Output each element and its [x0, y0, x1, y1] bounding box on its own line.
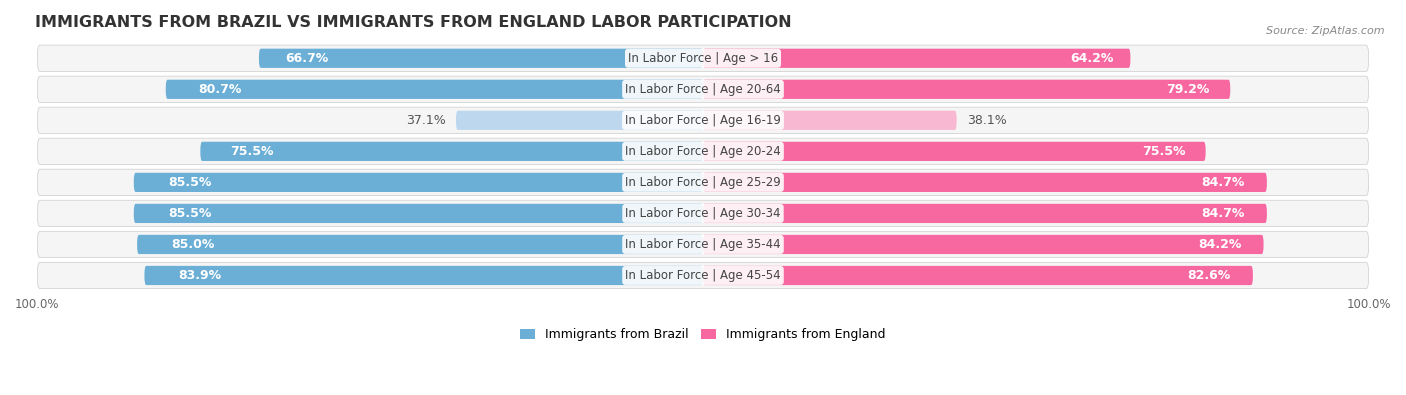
- Text: In Labor Force | Age 45-54: In Labor Force | Age 45-54: [626, 269, 780, 282]
- FancyBboxPatch shape: [166, 80, 703, 99]
- Text: 85.5%: 85.5%: [167, 207, 211, 220]
- FancyBboxPatch shape: [145, 266, 703, 285]
- Legend: Immigrants from Brazil, Immigrants from England: Immigrants from Brazil, Immigrants from …: [515, 323, 891, 346]
- Text: In Labor Force | Age 30-34: In Labor Force | Age 30-34: [626, 207, 780, 220]
- FancyBboxPatch shape: [37, 107, 1369, 134]
- FancyBboxPatch shape: [37, 76, 1369, 102]
- Text: IMMIGRANTS FROM BRAZIL VS IMMIGRANTS FROM ENGLAND LABOR PARTICIPATION: IMMIGRANTS FROM BRAZIL VS IMMIGRANTS FRO…: [35, 15, 792, 30]
- Text: 79.2%: 79.2%: [1166, 83, 1209, 96]
- FancyBboxPatch shape: [703, 142, 1205, 161]
- FancyBboxPatch shape: [703, 204, 1267, 223]
- Text: 84.2%: 84.2%: [1198, 238, 1241, 251]
- FancyBboxPatch shape: [138, 235, 703, 254]
- FancyBboxPatch shape: [37, 262, 1369, 289]
- FancyBboxPatch shape: [201, 142, 703, 161]
- Text: 84.7%: 84.7%: [1201, 207, 1244, 220]
- Text: In Labor Force | Age 20-24: In Labor Force | Age 20-24: [626, 145, 780, 158]
- FancyBboxPatch shape: [259, 49, 703, 68]
- Text: 66.7%: 66.7%: [285, 52, 329, 65]
- FancyBboxPatch shape: [134, 204, 703, 223]
- Text: 80.7%: 80.7%: [198, 83, 242, 96]
- Text: In Labor Force | Age 35-44: In Labor Force | Age 35-44: [626, 238, 780, 251]
- FancyBboxPatch shape: [703, 111, 956, 130]
- Text: In Labor Force | Age > 16: In Labor Force | Age > 16: [628, 52, 778, 65]
- FancyBboxPatch shape: [703, 173, 1267, 192]
- FancyBboxPatch shape: [37, 138, 1369, 165]
- Text: Source: ZipAtlas.com: Source: ZipAtlas.com: [1267, 26, 1385, 36]
- Text: 82.6%: 82.6%: [1188, 269, 1230, 282]
- Text: 84.7%: 84.7%: [1201, 176, 1244, 189]
- Text: 85.0%: 85.0%: [172, 238, 215, 251]
- FancyBboxPatch shape: [37, 231, 1369, 258]
- Text: In Labor Force | Age 20-64: In Labor Force | Age 20-64: [626, 83, 780, 96]
- Text: 85.5%: 85.5%: [167, 176, 211, 189]
- FancyBboxPatch shape: [703, 266, 1253, 285]
- FancyBboxPatch shape: [703, 49, 1130, 68]
- FancyBboxPatch shape: [134, 173, 703, 192]
- Text: 64.2%: 64.2%: [1070, 52, 1114, 65]
- Text: 75.5%: 75.5%: [231, 145, 274, 158]
- Text: 75.5%: 75.5%: [1142, 145, 1185, 158]
- FancyBboxPatch shape: [703, 80, 1230, 99]
- Text: In Labor Force | Age 25-29: In Labor Force | Age 25-29: [626, 176, 780, 189]
- Text: 38.1%: 38.1%: [967, 114, 1007, 127]
- FancyBboxPatch shape: [703, 235, 1264, 254]
- Text: 37.1%: 37.1%: [406, 114, 446, 127]
- FancyBboxPatch shape: [37, 169, 1369, 196]
- Text: 83.9%: 83.9%: [179, 269, 221, 282]
- FancyBboxPatch shape: [456, 111, 703, 130]
- FancyBboxPatch shape: [37, 200, 1369, 227]
- FancyBboxPatch shape: [37, 45, 1369, 71]
- Text: In Labor Force | Age 16-19: In Labor Force | Age 16-19: [626, 114, 780, 127]
